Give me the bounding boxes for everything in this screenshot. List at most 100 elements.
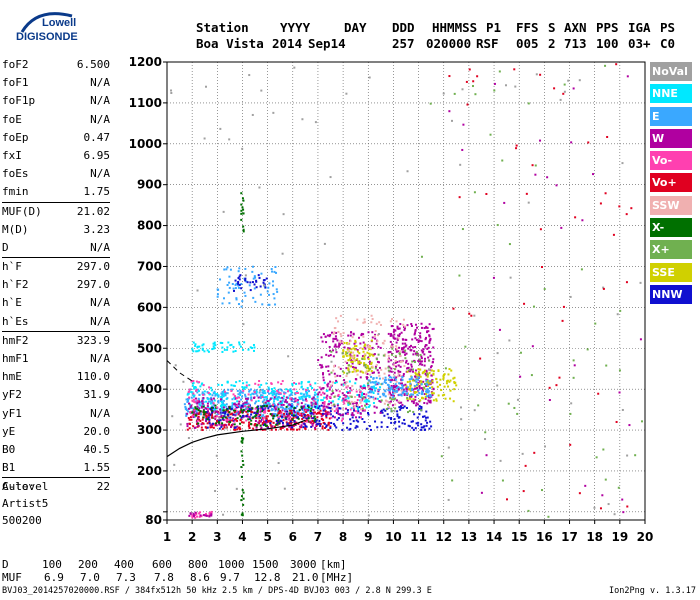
- data-point: [349, 351, 352, 354]
- data-point: [278, 393, 281, 396]
- data-point: [350, 331, 353, 334]
- data-point: [360, 396, 363, 399]
- data-point: [347, 412, 350, 415]
- data-point: [327, 423, 330, 426]
- param-value: N/A: [90, 112, 110, 126]
- data-point: [345, 407, 348, 410]
- data-point: [508, 339, 511, 342]
- data-point: [216, 288, 219, 291]
- data-point: [198, 381, 201, 384]
- data-point: [226, 266, 229, 269]
- data-point: [335, 331, 338, 334]
- data-point: [356, 349, 359, 352]
- data-point: [400, 382, 403, 385]
- data-point: [351, 356, 354, 359]
- data-point: [392, 389, 395, 392]
- data-point: [413, 384, 416, 387]
- data-point: [296, 392, 299, 395]
- data-point: [405, 387, 408, 390]
- muf-d-value: 1000: [218, 558, 245, 571]
- data-point: [578, 79, 581, 82]
- data-point: [412, 393, 415, 396]
- data-point: [304, 406, 307, 409]
- data-point: [209, 424, 212, 427]
- data-point: [375, 364, 378, 367]
- data-point: [298, 412, 301, 415]
- data-point: [242, 503, 245, 506]
- data-point: [364, 396, 367, 399]
- data-point: [211, 394, 214, 397]
- data-point: [238, 396, 241, 399]
- data-point: [335, 426, 338, 429]
- data-point: [334, 382, 337, 385]
- data-point: [369, 347, 372, 350]
- data-point: [236, 419, 239, 422]
- data-point: [201, 347, 204, 350]
- data-point: [347, 342, 350, 345]
- data-point: [330, 371, 333, 374]
- data-point: [398, 401, 401, 404]
- data-point: [241, 386, 244, 389]
- data-point: [407, 387, 410, 390]
- data-point: [312, 417, 315, 420]
- data-point: [276, 409, 279, 412]
- data-point: [265, 405, 268, 408]
- data-point: [548, 399, 551, 402]
- data-point: [212, 422, 215, 425]
- data-point: [209, 397, 212, 400]
- y-tick-label: 80: [145, 513, 162, 527]
- data-point: [384, 353, 387, 356]
- data-point: [211, 414, 214, 417]
- data-point: [428, 334, 431, 337]
- data-point: [213, 409, 216, 412]
- data-point: [509, 276, 512, 279]
- data-point: [331, 381, 334, 384]
- data-point: [238, 404, 241, 407]
- data-point: [192, 398, 195, 401]
- data-point: [392, 393, 395, 396]
- data-point: [267, 386, 270, 389]
- data-point: [569, 443, 572, 446]
- data-point: [431, 386, 434, 389]
- data-point: [216, 295, 219, 298]
- data-point: [362, 387, 365, 390]
- header-value: 005: [516, 36, 539, 51]
- data-point: [248, 410, 251, 413]
- data-point: [322, 409, 325, 412]
- data-point: [302, 405, 305, 408]
- data-point: [389, 397, 392, 400]
- plot-area: [167, 62, 645, 520]
- data-point: [354, 410, 357, 413]
- data-point: [422, 426, 425, 429]
- data-point: [263, 279, 266, 282]
- data-point: [363, 358, 366, 361]
- data-point: [300, 402, 303, 405]
- data-point: [355, 419, 358, 422]
- data-point: [294, 397, 297, 400]
- data-point: [275, 423, 278, 426]
- data-point: [328, 335, 331, 338]
- data-point: [410, 420, 413, 423]
- data-point: [442, 92, 445, 95]
- data-point: [188, 427, 191, 430]
- data-point: [237, 303, 240, 306]
- x-tick-label: 9: [364, 530, 372, 544]
- data-point: [339, 375, 342, 378]
- data-point: [226, 413, 229, 416]
- data-point: [191, 348, 194, 351]
- data-point: [355, 401, 358, 404]
- data-point: [265, 396, 268, 399]
- data-point: [417, 368, 420, 371]
- data-point: [244, 401, 247, 404]
- data-point: [298, 408, 301, 411]
- data-point: [343, 379, 346, 382]
- data-point: [429, 382, 432, 385]
- data-point: [321, 402, 324, 405]
- data-point: [194, 407, 197, 410]
- data-point: [188, 403, 191, 406]
- data-point: [281, 399, 284, 402]
- data-point: [291, 404, 294, 407]
- data-point: [293, 409, 296, 412]
- data-point: [253, 287, 256, 290]
- data-point: [280, 389, 283, 392]
